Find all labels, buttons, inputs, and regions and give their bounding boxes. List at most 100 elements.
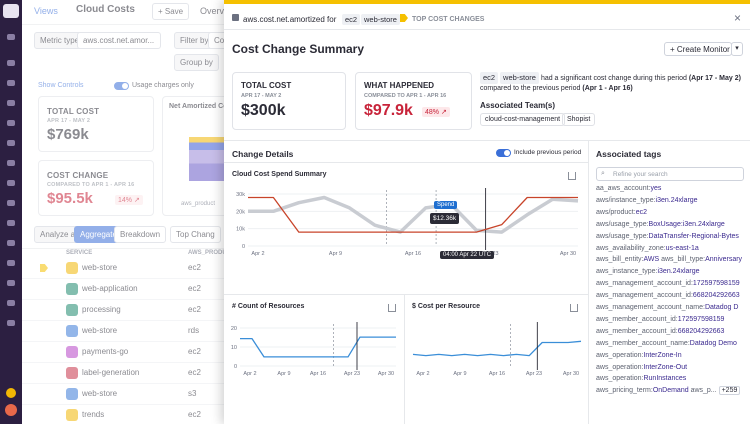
page-title: Cloud Costs (76, 4, 135, 15)
avatar[interactable] (5, 404, 17, 416)
metric-icon (232, 14, 239, 21)
tag-item[interactable]: aws_management_account_name:Datadog D (596, 304, 738, 311)
share-icon[interactable] (568, 172, 576, 180)
tag-item[interactable]: aws_pricing_term:OnDemand aws_p... +259 (596, 386, 741, 396)
nav-item-icon[interactable] (7, 140, 15, 146)
tag-item[interactable]: aws/usage_type:BoxUsage:i3en.24xlarge (596, 221, 725, 228)
header-tag-web-store: web-store (361, 14, 400, 25)
nav-item-icon[interactable] (7, 320, 15, 326)
usage-only-toggle[interactable] (114, 82, 129, 90)
table-row[interactable]: payments-go ec2 (22, 342, 232, 363)
tag-key: aws/usage_type: (596, 232, 649, 240)
tag-item[interactable]: aws_member_account_id:668204292663 (596, 328, 724, 335)
nav-item-icon[interactable] (7, 200, 15, 206)
nav-item-icon[interactable] (7, 240, 15, 246)
tag-item[interactable]: aa_aws_account:yes (596, 185, 661, 192)
tag-key: aws_member_account_id: (596, 315, 678, 323)
table-row[interactable]: processing ec2 (22, 300, 232, 321)
tooltip-time: 04:00 Apr 22 UTC (440, 251, 495, 259)
table-row[interactable]: web-application ec2 (22, 279, 232, 300)
share-icon[interactable] (388, 304, 396, 312)
nav-item-icon[interactable] (7, 180, 15, 186)
col-product[interactable]: AWS_PRODU (188, 250, 227, 256)
create-monitor-button[interactable]: + Create Monitor (664, 42, 732, 56)
table-row[interactable]: trends ec2 (22, 405, 232, 424)
team-chip[interactable]: cloud-cost-management (480, 113, 566, 126)
tag-item[interactable]: aws_management_account_id:668204292663 (596, 292, 740, 299)
nav-item-icon[interactable] (7, 280, 15, 286)
cost-change-label: COST CHANGE (47, 171, 109, 180)
tag-key: aws_bill_type: (661, 256, 706, 264)
nav-item-icon[interactable] (7, 120, 15, 126)
cost-per-resource-title: $ Cost per Resource (412, 303, 481, 310)
show-controls-link[interactable]: Show Controls (38, 82, 84, 89)
header-metric: aws.cost.net.amortized for (243, 15, 337, 24)
aggregate-toggle[interactable]: Aggregate (74, 226, 123, 243)
nav-item-icon[interactable] (7, 300, 15, 306)
views-link[interactable]: Views (34, 6, 58, 16)
tag-key: aws_management_account_id: (596, 292, 693, 300)
tag-item[interactable]: aws_availability_zone:us-east-1a (596, 245, 699, 252)
table-row[interactable]: web-store s3 (22, 384, 232, 405)
usage-only-label: Usage charges only (132, 82, 194, 89)
nav-item-icon[interactable] (7, 100, 15, 106)
save-button[interactable]: + Save (152, 3, 190, 20)
tag-value: BoxUsage:i3en.24xlarge (648, 220, 725, 228)
team-chip[interactable]: Shopist (562, 113, 596, 126)
col-service[interactable]: SERVICE (66, 250, 93, 256)
what-happened-value: $97.9k (364, 102, 413, 119)
what-happened-label: WHAT HAPPENED (364, 81, 435, 90)
help-icon[interactable] (6, 388, 16, 398)
nav-item-icon[interactable] (7, 80, 15, 86)
table-row[interactable]: label-generation ec2 (22, 363, 232, 384)
tag-value: 668204292663 (692, 292, 740, 300)
nav-item-icon[interactable] (7, 220, 15, 226)
include-previous-label: Include previous period (514, 149, 582, 156)
tag-item[interactable]: aws_bill_entity:AWS aws_bill_type:Annive… (596, 256, 742, 263)
search-icon[interactable] (7, 34, 15, 40)
tag-item[interactable]: aws/usage_type:DataTransfer-Regional-Byt… (596, 233, 739, 240)
tag-item[interactable]: aws_member_account_id:172597598159 (596, 316, 724, 323)
service-icon (66, 409, 78, 421)
tag-key: aws_member_account_id: (596, 327, 678, 335)
service-name: payments-go (82, 347, 129, 356)
nav-item-icon[interactable] (7, 60, 15, 66)
service-icon (66, 304, 78, 316)
service-icon (66, 283, 78, 295)
tag-item[interactable]: aws_instance_type:i3en.24xlarge (596, 268, 700, 275)
tag-item[interactable]: aws_member_account_name:Datadog Demo (596, 340, 737, 347)
tag-item[interactable]: aws_operation:InterZone-Out (596, 364, 687, 371)
x-tick-label: Apr 9 (453, 371, 466, 377)
tag-key: aws_management_account_name: (596, 304, 705, 311)
tag-item[interactable]: aws_operation:InterZone-In (596, 352, 682, 359)
close-icon[interactable]: × (734, 11, 742, 25)
top-changes-toggle[interactable]: Top Chang (170, 226, 221, 243)
count-resources-title: # Count of Resources (232, 303, 305, 310)
chevron-down-icon[interactable]: ▾ (731, 42, 743, 56)
y-tick-label: 30k (236, 192, 245, 198)
datadog-logo-icon[interactable] (3, 4, 19, 18)
x-tick-label: Apr 23 (344, 371, 360, 377)
tab-overview[interactable]: Overvi (200, 6, 227, 16)
breakdown-toggle[interactable]: Breakdown (114, 226, 167, 243)
y-tick-label: 0 (242, 244, 245, 250)
more-tags-badge[interactable]: +259 (718, 386, 741, 396)
tag-item[interactable]: aws/product:ec2 (596, 209, 647, 216)
nav-item-icon[interactable] (7, 160, 15, 166)
cost-change-panel: aws.cost.net.amortized for ec2 web-store… (224, 0, 750, 424)
tag-item[interactable]: aws_operation:RunInstances (596, 375, 686, 382)
table-row[interactable]: web-store ec2 (22, 258, 232, 279)
x-tick-label: Apr 30 (560, 251, 576, 257)
x-tick-label: Apr 9 (277, 371, 290, 377)
include-previous-toggle[interactable] (496, 149, 511, 157)
service-name: web-store (82, 263, 118, 272)
service-icon (66, 346, 78, 358)
table-row[interactable]: web-store rds (22, 321, 232, 342)
tag-key: aws_operation: (596, 351, 644, 359)
nav-item-icon[interactable] (7, 260, 15, 266)
tag-item[interactable]: aws_management_account_id:172597598159 (596, 280, 740, 287)
tags-search-input[interactable]: ⌕ Refine your search (596, 167, 744, 181)
metric-select[interactable]: aws.cost.net.amor... (77, 32, 161, 49)
tag-item[interactable]: aws/instance_type:i3en.24xlarge (596, 197, 698, 204)
share-icon[interactable] (570, 304, 578, 312)
